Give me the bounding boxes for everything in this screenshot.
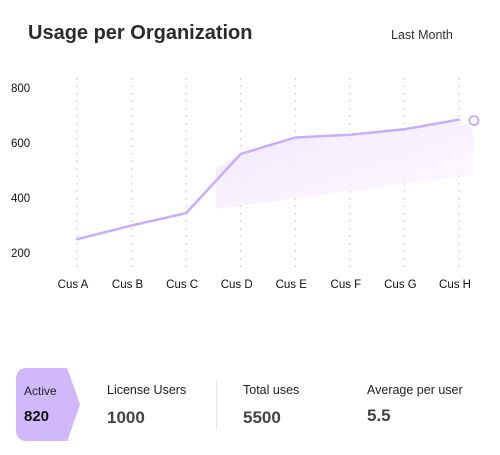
stat-divider xyxy=(216,380,217,430)
chart-title: Usage per Organization xyxy=(28,22,253,44)
x-tick-label: Cus E xyxy=(276,279,308,291)
average-per-user-label: Average per user xyxy=(367,383,463,397)
total-uses-value: 5500 xyxy=(243,408,281,427)
x-tick-label: Cus C xyxy=(166,279,198,291)
total-uses-label: Total uses xyxy=(243,383,300,397)
y-tick-label: 800 xyxy=(11,83,30,95)
average-per-user-value: 5.5 xyxy=(367,406,391,425)
y-axis: 200 400 600 800 xyxy=(11,83,30,260)
license-users-value: 1000 xyxy=(107,408,145,427)
active-label: Active xyxy=(24,384,57,398)
y-tick-label: 400 xyxy=(11,193,30,205)
active-badge xyxy=(16,368,80,441)
period-selector[interactable]: Last Month xyxy=(391,28,453,42)
highlight-point[interactable] xyxy=(468,115,480,127)
x-tick-label: Cus H xyxy=(439,279,471,291)
x-tick-label: Cus B xyxy=(112,279,144,291)
x-tick-label: Cus D xyxy=(221,279,253,291)
active-value: 820 xyxy=(24,408,50,425)
summary-panel: Active 820 License Users 1000 Total uses… xyxy=(0,368,500,448)
x-tick-label: Cus G xyxy=(384,279,417,291)
area-layer xyxy=(215,119,474,209)
x-axis: Cus A Cus B Cus C Cus D Cus E Cus F Cus G Cus H xyxy=(58,279,471,291)
x-tick-label: Cus F xyxy=(331,279,362,291)
y-tick-label: 600 xyxy=(11,138,30,150)
area-fill xyxy=(215,119,474,209)
y-tick-label: 200 xyxy=(11,248,30,260)
series-line xyxy=(75,118,461,241)
series-layer xyxy=(75,115,480,241)
license-users-label: License Users xyxy=(107,383,187,397)
x-tick-label: Cus A xyxy=(58,279,89,291)
